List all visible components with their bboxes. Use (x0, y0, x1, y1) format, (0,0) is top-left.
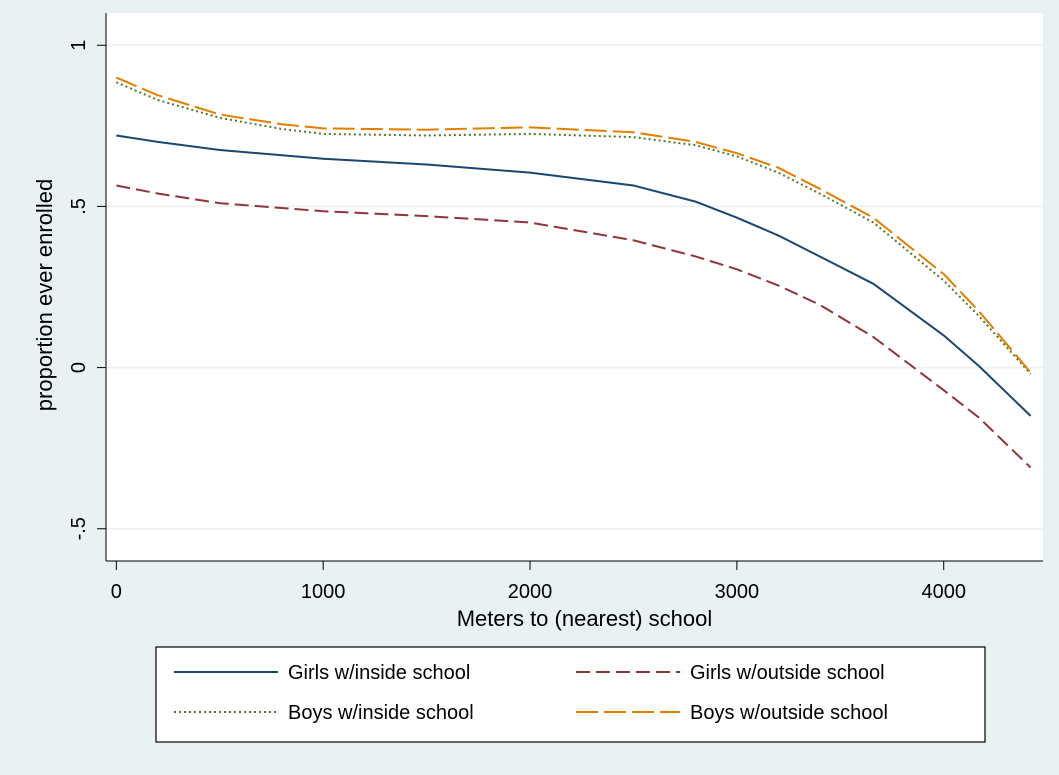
series-lines (115, 76, 1032, 469)
y-tick-label: -.5 (68, 517, 90, 540)
y-tick-label: .5 (68, 198, 90, 215)
legend-label: Girls w/outside school (690, 662, 885, 684)
series-line (115, 81, 1032, 375)
x-axis-title: Meters to (nearest) school (457, 606, 713, 631)
legend-box (155, 646, 986, 743)
y-tick-label: 0 (68, 362, 90, 373)
y-tick-label: 1 (68, 40, 90, 51)
axes: -.5 0 .5 1 0 1000 2000 3000 4000 (68, 13, 1043, 603)
x-tick-label: 2000 (508, 581, 553, 603)
y-axis-title: proportion ever enrolled (32, 179, 57, 411)
legend: Girls w/inside school Girls w/outside sch… (155, 646, 986, 743)
series-line (116, 184, 1032, 469)
series-line (116, 134, 1032, 417)
x-tick-label: 0 (111, 581, 122, 603)
plot-area (106, 13, 1043, 561)
x-tick-label: 3000 (715, 581, 760, 603)
legend-label: Girls w/inside school (288, 662, 470, 684)
legend-label: Boys w/inside school (288, 702, 474, 724)
legend-label: Boys w/outside school (690, 702, 888, 724)
series-line (115, 76, 1032, 374)
x-tick-label: 1000 (301, 581, 346, 603)
x-tick-label: 4000 (921, 581, 966, 603)
